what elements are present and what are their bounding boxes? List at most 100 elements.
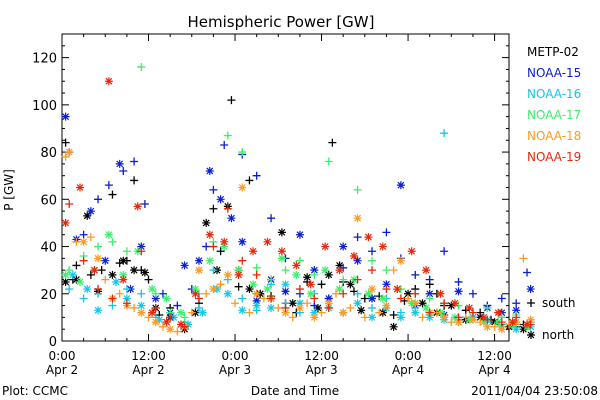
point-north-noaa-15: [205, 166, 214, 175]
point-north-noaa-18: [324, 299, 333, 308]
point-north-noaa-19: [479, 313, 488, 322]
point-north-noaa-19: [523, 320, 532, 329]
point-south-noaa-19: [108, 294, 117, 303]
point-south-noaa-17: [137, 63, 146, 72]
point-south-metp-02: [328, 138, 337, 147]
point-south-noaa-18: [346, 303, 355, 312]
point-south-noaa-18: [86, 233, 95, 242]
point-north-noaa-18: [137, 308, 146, 317]
point-north-noaa-19: [148, 308, 157, 317]
point-south-noaa-19: [122, 299, 131, 308]
point-north-noaa-18: [79, 237, 88, 246]
point-south-noaa-17: [382, 266, 391, 275]
point-south-metp-02: [108, 190, 117, 199]
y-axis-label: P [GW]: [2, 169, 16, 211]
point-south-noaa-19: [94, 285, 103, 294]
point-south-noaa-18: [360, 313, 369, 322]
point-south-noaa-17: [310, 270, 319, 279]
point-south-noaa-18: [187, 308, 196, 317]
point-south-noaa-17: [353, 185, 362, 194]
point-north-noaa-18: [339, 308, 348, 317]
legend-entry: NOAA-19: [527, 150, 581, 164]
point-south-noaa-19: [223, 204, 232, 213]
point-north-metp-02: [357, 306, 366, 315]
point-south-noaa-18: [130, 303, 139, 312]
point-north-metp-02: [108, 270, 117, 279]
point-south-noaa-19: [209, 242, 218, 251]
point-north-noaa-17: [162, 294, 171, 303]
point-south-metp-02: [245, 176, 254, 185]
y-tick-label: 20: [40, 288, 57, 303]
point-north-metp-02: [202, 218, 211, 227]
point-north-noaa-16: [68, 270, 77, 279]
point-south-noaa-19: [137, 247, 146, 256]
point-north-noaa-16: [512, 325, 521, 334]
point-south-noaa-17: [108, 237, 117, 246]
series-noaa-15: [61, 112, 535, 322]
point-north-noaa-16: [310, 308, 319, 317]
x-axis-label: Date and Time: [251, 384, 339, 398]
point-north-noaa-17: [364, 289, 373, 298]
point-north-noaa-19: [119, 275, 128, 284]
point-south-noaa-15: [368, 247, 377, 256]
point-north-noaa-15: [339, 242, 348, 251]
point-north-noaa-17: [104, 230, 113, 239]
point-south-noaa-19: [396, 294, 405, 303]
point-south-noaa-15: [158, 289, 167, 298]
point-north-noaa-19: [220, 237, 229, 246]
point-south-metp-02: [144, 275, 153, 284]
x-tick-date-label: Apr 4: [392, 363, 424, 377]
point-north-noaa-18: [209, 285, 218, 294]
point-south-noaa-19: [267, 294, 276, 303]
point-south-noaa-19: [353, 275, 362, 284]
point-north-noaa-16: [137, 301, 146, 310]
legend-marker-symbol: [527, 331, 535, 339]
point-south-noaa-18: [231, 299, 240, 308]
point-south-noaa-16: [368, 303, 377, 312]
point-south-noaa-18: [216, 280, 225, 289]
point-north-noaa-17: [335, 285, 344, 294]
point-north-noaa-18: [166, 325, 175, 334]
point-south-noaa-18: [259, 294, 268, 303]
point-south-noaa-19: [310, 294, 319, 303]
point-north-noaa-16: [94, 306, 103, 315]
point-south-noaa-15: [454, 277, 463, 286]
point-south-noaa-15: [411, 270, 420, 279]
point-south-noaa-18: [375, 308, 384, 317]
point-south-noaa-19: [497, 318, 506, 327]
point-south-noaa-18: [158, 322, 167, 331]
point-north-noaa-19: [436, 289, 445, 298]
point-south-noaa-17: [281, 266, 290, 275]
point-north-noaa-19: [277, 247, 286, 256]
point-north-noaa-18: [382, 301, 391, 310]
legend-marker-label: north: [542, 328, 574, 342]
point-south-noaa-18: [274, 303, 283, 312]
point-north-noaa-18: [454, 318, 463, 327]
point-north-noaa-18: [483, 322, 492, 331]
point-north-noaa-18: [411, 299, 420, 308]
point-north-noaa-16: [122, 294, 131, 303]
point-north-noaa-15: [382, 280, 391, 289]
point-south-noaa-17: [324, 157, 333, 166]
point-south-noaa-16: [137, 289, 146, 298]
point-south-noaa-18: [432, 308, 441, 317]
y-tick-label: 0: [49, 335, 57, 350]
point-north-noaa-16: [223, 289, 232, 298]
point-north-noaa-17: [292, 270, 301, 279]
x-tick-time-label: 12:00: [477, 349, 512, 363]
point-south-noaa-15: [119, 166, 128, 175]
point-north-noaa-18: [440, 313, 449, 322]
point-north-metp-02: [61, 277, 70, 286]
point-north-noaa-16: [198, 308, 207, 317]
point-south-noaa-15: [512, 299, 521, 308]
x-tick-time-label: 12:00: [304, 349, 339, 363]
point-south-noaa-19: [425, 308, 434, 317]
point-north-noaa-18: [238, 183, 247, 192]
point-north-noaa-15: [194, 256, 203, 265]
point-south-noaa-16: [65, 285, 74, 294]
point-north-noaa-18: [497, 325, 506, 334]
point-north-noaa-19: [364, 233, 373, 242]
point-north-noaa-15: [227, 214, 236, 223]
point-north-noaa-19: [292, 261, 301, 270]
point-south-noaa-18: [144, 313, 153, 322]
